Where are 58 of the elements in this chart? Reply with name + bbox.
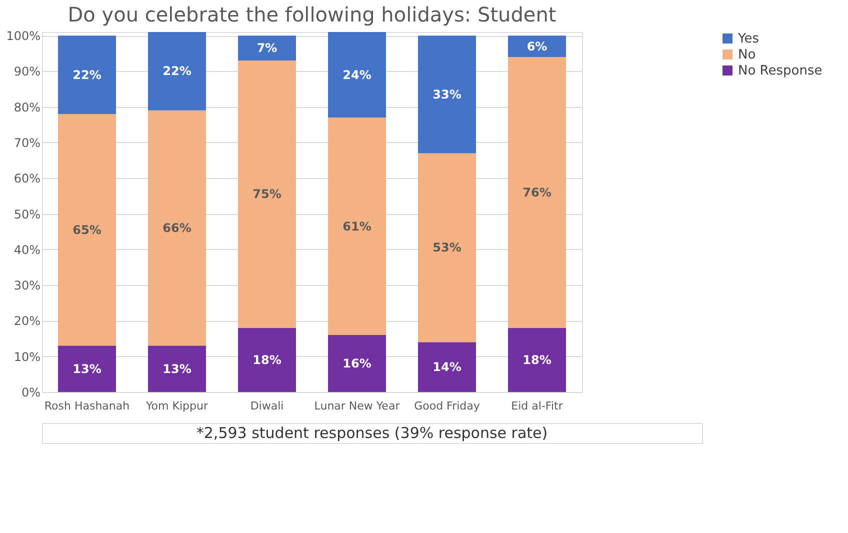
data-label: 13%: [162, 362, 192, 376]
data-label: 7%: [256, 41, 278, 56]
data-label: 76%: [522, 185, 552, 200]
y-tick-label: 0%: [21, 386, 40, 400]
bar: [328, 118, 386, 335]
y-tick-label: 90%: [14, 64, 40, 79]
y-tick-label: 40%: [14, 242, 40, 257]
bar: [148, 110, 206, 346]
bar: [58, 114, 116, 346]
data-label: 13%: [72, 362, 102, 376]
y-tick-label: 100%: [6, 29, 40, 44]
bar: [238, 60, 296, 328]
x-tick-label: Eid al-Fitr: [511, 400, 564, 412]
x-tick-label: Diwali: [250, 400, 284, 412]
y-tick-label: 20%: [14, 314, 40, 328]
text: *2,593 student responses (39% response rate): [196, 424, 548, 442]
y-tick-label: 50%: [14, 207, 40, 222]
data-label: 22%: [72, 68, 102, 82]
bar: [508, 36, 566, 57]
bar: [238, 36, 296, 61]
y-tick-label: 60%: [14, 172, 40, 186]
data-label: 33%: [432, 87, 462, 102]
x-tick-label: Yom Kippur: [145, 400, 208, 412]
bar: [58, 346, 116, 392]
data-label: 18%: [252, 352, 282, 367]
bar: [418, 36, 476, 154]
data-label: 16%: [342, 356, 372, 370]
data-label: 66%: [162, 221, 192, 236]
bar: [148, 346, 206, 392]
x-tick-label: Rosh Hashanah: [44, 400, 130, 412]
bar: [148, 32, 206, 110]
data-label: 14%: [432, 360, 462, 374]
data-label: 61%: [342, 219, 372, 234]
chart-title: Do you celebrate the following holidays: Student: [68, 2, 556, 27]
legend-label: No Response: [738, 64, 822, 78]
data-label: 75%: [252, 187, 282, 202]
y-tick-label: 10%: [14, 350, 40, 364]
bar: [58, 36, 116, 114]
y-tick-label: 70%: [14, 136, 40, 150]
data-label: 18%: [522, 352, 552, 367]
data-label: 6%: [526, 39, 548, 54]
x-tick-label: Good Friday: [414, 400, 480, 412]
y-tick-label: 30%: [14, 278, 40, 293]
data-label: 53%: [432, 240, 462, 255]
bar: [328, 32, 386, 118]
legend-label: Yes: [737, 32, 760, 46]
bar: [238, 328, 296, 392]
bar: [418, 153, 476, 342]
legend-label: No: [738, 48, 756, 62]
data-label: 24%: [342, 68, 372, 82]
y-tick-label: 80%: [14, 100, 40, 114]
bar: [508, 56, 566, 328]
x-tick-label: Lunar New Year: [314, 400, 400, 412]
bar: [328, 334, 386, 392]
data-label: 65%: [72, 222, 102, 237]
bar: [418, 342, 476, 392]
bar: [508, 328, 566, 392]
data-label: 22%: [162, 64, 192, 78]
